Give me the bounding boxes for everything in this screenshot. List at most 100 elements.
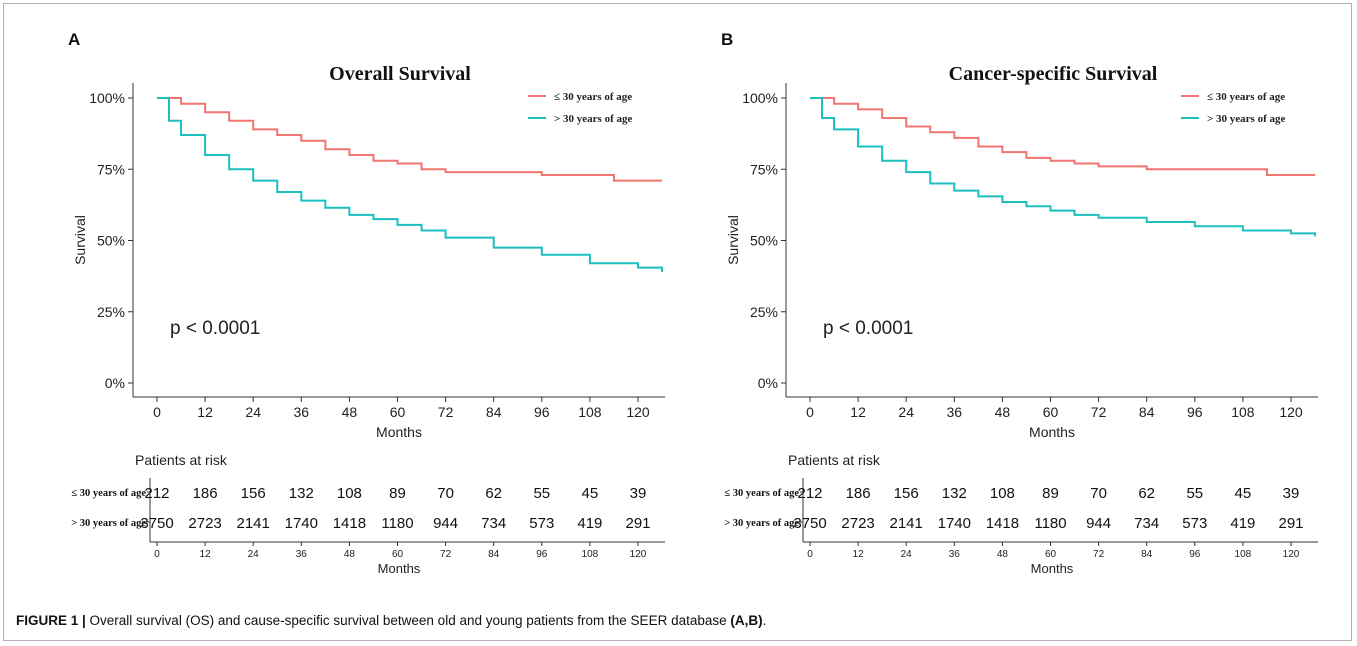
x-tick-label: 72	[438, 404, 454, 420]
legend-label: ≤ 30 years of age	[554, 91, 632, 103]
figure-caption: FIGURE 1 | Overall survival (OS) and cau…	[16, 613, 766, 628]
y-tick-label: 0%	[105, 375, 125, 391]
caption-ref: (A,B)	[730, 613, 763, 628]
risk-value: 573	[1182, 515, 1207, 532]
risk-x-tick-label: 36	[296, 549, 308, 560]
risk-value: 573	[529, 515, 554, 532]
p-value: p < 0.0001	[170, 318, 260, 339]
risk-value: 212	[797, 485, 822, 502]
risk-x-tick-label: 12	[853, 549, 865, 560]
legend-label: > 30 years of age	[1207, 113, 1285, 125]
x-tick-label: 48	[342, 404, 358, 420]
x-tick-label: 84	[486, 404, 502, 420]
risk-row-label: ≤ 30 years of age	[71, 488, 146, 499]
risk-row-label: > 30 years of age	[724, 518, 799, 529]
risk-value: 2141	[890, 515, 923, 532]
risk-x-tick-label: 48	[997, 549, 1009, 560]
risk-value: 45	[1235, 485, 1252, 502]
panel-letter: A	[68, 30, 80, 49]
risk-value: 186	[193, 485, 218, 502]
x-axis-label: Months	[1029, 424, 1075, 440]
x-tick-label: 48	[995, 404, 1011, 420]
risk-value: 1740	[285, 515, 318, 532]
risk-value: 1418	[986, 515, 1019, 532]
x-tick-label: 24	[245, 404, 261, 420]
risk-x-tick-label: 48	[344, 549, 356, 560]
risk-value: 55	[533, 485, 550, 502]
risk-value: 291	[1278, 515, 1303, 532]
risk-value: 39	[630, 485, 647, 502]
x-tick-label: 108	[1231, 404, 1255, 420]
risk-value: 89	[389, 485, 406, 502]
risk-value: 944	[1086, 515, 1111, 532]
chart-title: Overall Survival	[329, 63, 471, 85]
risk-value: 212	[144, 485, 169, 502]
x-tick-label: 0	[806, 404, 814, 420]
caption-label: FIGURE 1 |	[16, 613, 86, 628]
risk-value: 70	[437, 485, 454, 502]
risk-value: 39	[1283, 485, 1300, 502]
x-tick-label: 36	[947, 404, 963, 420]
risk-value: 734	[481, 515, 506, 532]
risk-value: 1180	[1034, 515, 1066, 532]
panel-b: B Cancer-specific Survival 0% 25% 50% 75% 100%…	[721, 30, 1318, 576]
x-tick-label: 60	[390, 404, 406, 420]
risk-x-axis-label: Months	[378, 561, 421, 576]
x-tick-label: 96	[534, 404, 550, 420]
risk-x-tick-label: 120	[630, 549, 647, 560]
survival-curve	[157, 97, 664, 272]
risk-x-tick-label: 96	[536, 549, 548, 560]
survival-curve	[810, 97, 1316, 176]
risk-value: 186	[846, 485, 871, 502]
risk-value: 62	[485, 485, 502, 502]
x-tick-label: 120	[626, 404, 650, 420]
legend-label: > 30 years of age	[554, 113, 632, 125]
figure-frame	[3, 3, 1352, 641]
y-tick-label: 0%	[758, 375, 778, 391]
risk-table-title: Patients at risk	[788, 452, 881, 468]
risk-value: 156	[894, 485, 919, 502]
x-tick-label: 108	[578, 404, 602, 420]
risk-x-tick-label: 0	[807, 549, 813, 560]
risk-value: 70	[1090, 485, 1107, 502]
risk-value: 108	[337, 485, 362, 502]
x-tick-label: 84	[1139, 404, 1155, 420]
risk-x-tick-label: 120	[1283, 549, 1300, 560]
risk-x-tick-label: 60	[1045, 549, 1057, 560]
risk-value: 1418	[333, 515, 366, 532]
risk-row-label: > 30 years of age	[71, 518, 146, 529]
y-tick-label: 100%	[89, 90, 125, 106]
caption-text: Overall survival (OS) and cause-specific…	[85, 613, 731, 628]
risk-value: 132	[289, 485, 314, 502]
risk-value: 89	[1042, 485, 1059, 502]
y-tick-label: 50%	[97, 233, 125, 249]
y-axis-label: Survival	[725, 215, 741, 265]
caption-end: .	[762, 613, 767, 628]
y-tick-label: 25%	[750, 304, 778, 320]
x-tick-label: 12	[850, 404, 866, 420]
risk-x-tick-label: 12	[200, 549, 212, 560]
risk-x-tick-label: 72	[440, 549, 452, 560]
chart-title: Cancer-specific Survival	[949, 63, 1158, 85]
risk-value: 55	[1186, 485, 1203, 502]
risk-value: 2141	[237, 515, 270, 532]
risk-value: 1180	[381, 515, 413, 532]
risk-value: 156	[241, 485, 266, 502]
y-axis-label: Survival	[72, 215, 88, 265]
risk-value: 108	[990, 485, 1015, 502]
panel-a: A Overall Survival 0% 25% 50% 75% 100% 0 12 24 36 4…	[68, 30, 665, 576]
panel-letter: B	[721, 30, 733, 49]
x-tick-label: 72	[1091, 404, 1107, 420]
risk-x-tick-label: 72	[1093, 549, 1105, 560]
risk-x-tick-label: 24	[248, 549, 260, 560]
y-tick-label: 50%	[750, 233, 778, 249]
risk-x-tick-label: 84	[488, 549, 500, 560]
x-tick-label: 24	[898, 404, 914, 420]
x-axis-label: Months	[376, 424, 422, 440]
risk-value: 944	[433, 515, 458, 532]
risk-table-title: Patients at risk	[135, 452, 228, 468]
y-tick-label: 75%	[750, 161, 778, 177]
risk-x-tick-label: 108	[1235, 549, 1252, 560]
x-tick-label: 36	[294, 404, 310, 420]
